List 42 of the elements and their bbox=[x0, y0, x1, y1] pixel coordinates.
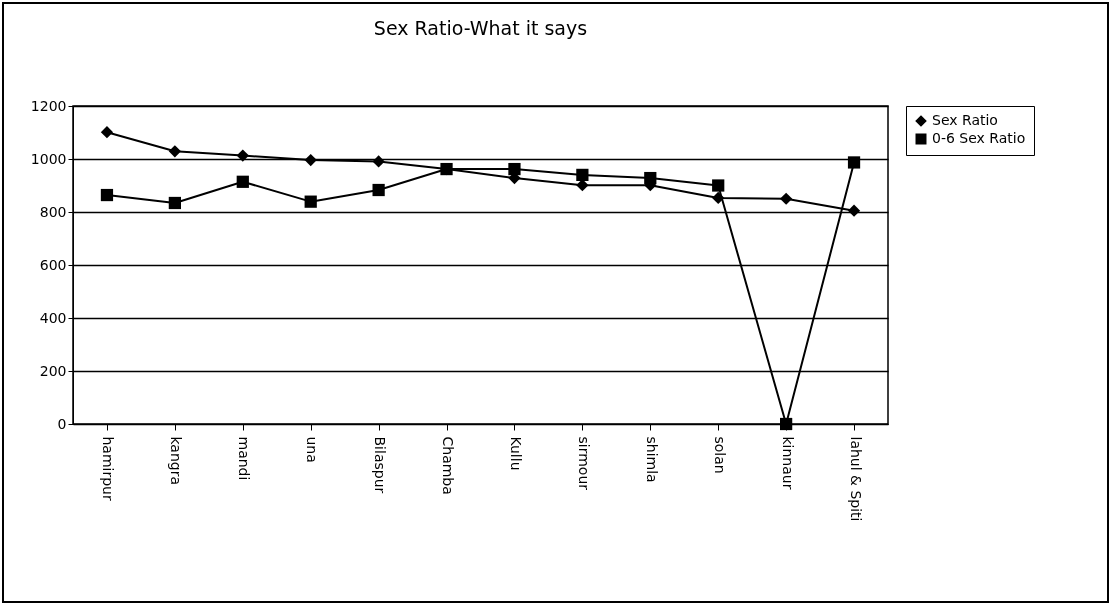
x-tick-label: solan bbox=[711, 436, 728, 474]
point bbox=[576, 168, 589, 182]
x-tick-label: mandi bbox=[236, 436, 253, 481]
x-tick-label: Kullu bbox=[507, 436, 524, 471]
point bbox=[304, 195, 317, 208]
y-tick-label: 200 bbox=[39, 362, 67, 379]
point bbox=[372, 183, 385, 197]
point bbox=[236, 149, 249, 162]
y-tick-label: 600 bbox=[39, 256, 67, 273]
point bbox=[780, 192, 793, 205]
legend-label: Sex Ratio bbox=[932, 112, 998, 128]
point bbox=[847, 204, 861, 217]
point bbox=[712, 191, 725, 205]
y-tick-label: 400 bbox=[39, 309, 67, 326]
legend-label: 0-6 Sex Ratio bbox=[932, 130, 1026, 146]
x-tick-label: hamirpur bbox=[100, 436, 117, 501]
x-tick-label: kinnaur bbox=[779, 436, 796, 490]
point bbox=[372, 155, 385, 168]
point bbox=[712, 179, 725, 192]
point bbox=[508, 162, 521, 176]
point bbox=[847, 156, 861, 169]
x-tick-label: sirmour bbox=[575, 436, 592, 491]
y-tick-label: 800 bbox=[39, 203, 67, 220]
point bbox=[168, 196, 181, 210]
point bbox=[780, 417, 793, 431]
point bbox=[100, 188, 114, 202]
x-tick-label: kangra bbox=[168, 436, 185, 486]
point bbox=[168, 145, 181, 158]
y-tick-label: 1000 bbox=[30, 150, 67, 167]
point bbox=[100, 126, 114, 139]
point bbox=[644, 171, 657, 185]
point bbox=[440, 162, 453, 176]
point bbox=[236, 175, 249, 188]
x-tick-label: una bbox=[304, 436, 321, 463]
y-tick-label: 1200 bbox=[30, 97, 67, 114]
x-tick-label: Chamba bbox=[440, 436, 457, 495]
x-tick-label: lahul & Spiti bbox=[847, 436, 864, 522]
point bbox=[304, 153, 317, 167]
y-tick-label: 0 bbox=[57, 415, 67, 432]
x-tick-label: shimla bbox=[643, 436, 660, 483]
x-tick-label: Bilaspur bbox=[372, 436, 389, 494]
chart-title: Sex Ratio-What it says bbox=[373, 17, 588, 39]
